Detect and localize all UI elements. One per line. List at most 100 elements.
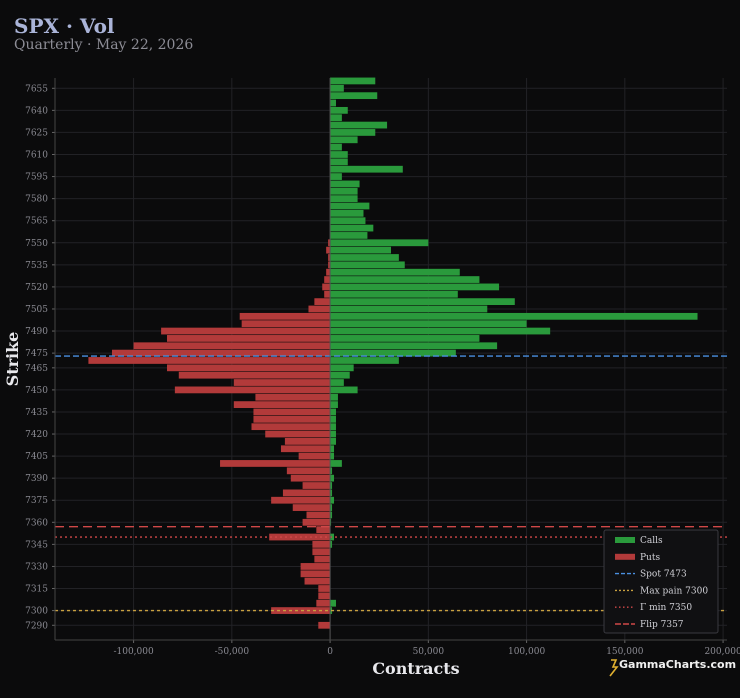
call-bar <box>330 239 429 247</box>
put-bar <box>322 283 331 291</box>
call-bar <box>330 283 500 291</box>
call-bar <box>330 327 551 335</box>
put-bar <box>314 555 331 563</box>
y-tick-label: 7595 <box>25 173 48 183</box>
call-bar <box>330 445 335 453</box>
call-bar <box>330 474 335 482</box>
call-bar <box>330 312 698 320</box>
brand-text: GammaCharts.com <box>619 658 736 671</box>
call-bar <box>330 261 405 269</box>
y-tick-label: 7420 <box>25 430 48 440</box>
call-bar <box>330 143 342 151</box>
y-tick-label: 7655 <box>25 84 48 94</box>
put-bar <box>271 496 331 504</box>
call-bar <box>330 335 480 342</box>
call-bar <box>330 430 336 438</box>
legend-label: Flip 7357 <box>640 620 684 630</box>
call-bar <box>330 357 399 364</box>
y-tick-label: 7300 <box>25 607 48 617</box>
y-tick-label: 7550 <box>25 239 48 249</box>
call-bar <box>330 540 333 548</box>
put-bar <box>298 452 331 460</box>
put-bar <box>328 261 331 269</box>
y-tick-label: 7625 <box>25 128 48 138</box>
x-tick-label: 50,000 <box>413 647 445 657</box>
put-bar <box>253 408 331 416</box>
put-bar <box>312 548 331 556</box>
call-bar <box>330 114 342 122</box>
call-bar <box>330 599 336 607</box>
call-bar <box>330 99 336 107</box>
y-axis-title: Strike <box>3 332 22 387</box>
put-bar <box>271 607 331 614</box>
brand-logo: GammaCharts.com <box>609 658 736 677</box>
call-bar <box>330 386 358 394</box>
put-bar <box>167 335 331 342</box>
put-bar <box>233 401 331 408</box>
put-bar <box>306 511 331 519</box>
call-bar <box>330 180 360 188</box>
x-tick-label: 0 <box>327 647 333 657</box>
call-bar <box>330 438 336 445</box>
put-bar <box>312 540 331 548</box>
x-tick-label: -100,000 <box>113 647 154 657</box>
call-bar <box>330 121 388 129</box>
y-tick-label: 7490 <box>25 327 48 337</box>
put-bar <box>318 621 331 629</box>
call-bar <box>330 173 342 180</box>
call-bar <box>330 533 335 541</box>
put-bar <box>251 423 331 431</box>
y-tick-label: 7535 <box>25 261 48 271</box>
call-bar <box>330 290 458 298</box>
call-bar <box>330 217 366 225</box>
call-bar <box>330 77 376 85</box>
call-bar <box>330 423 336 431</box>
y-tick-label: 7505 <box>25 305 48 315</box>
y-tick-label: 7390 <box>25 474 48 484</box>
y-tick-label: 7610 <box>25 151 48 161</box>
put-bar <box>316 599 331 607</box>
call-bar <box>330 482 333 489</box>
put-bar <box>239 312 331 320</box>
call-bar <box>330 209 364 217</box>
put-bar <box>302 518 331 526</box>
call-bar <box>330 504 333 511</box>
y-tick-label: 7475 <box>25 349 48 359</box>
legend-label: Calls <box>640 536 663 546</box>
y-tick-label: 7520 <box>25 283 48 293</box>
call-bar <box>330 187 358 195</box>
y-tick-label: 7435 <box>25 408 48 418</box>
legend-label: Spot 7473 <box>640 570 687 580</box>
chart-title: SPX · Vol <box>14 14 115 38</box>
call-bar <box>330 496 335 504</box>
call-bar <box>330 268 460 276</box>
x-tick-label: 150,000 <box>606 647 643 657</box>
y-tick-label: 7290 <box>25 621 48 631</box>
call-bar <box>330 349 456 357</box>
put-bar <box>178 371 331 379</box>
call-bar <box>330 92 378 100</box>
put-bar <box>328 254 331 261</box>
put-bar <box>284 438 331 445</box>
call-bar <box>330 305 488 313</box>
call-bar <box>330 136 358 144</box>
call-bar <box>330 511 333 519</box>
call-bar <box>330 393 338 401</box>
x-tick-label: -50,000 <box>215 647 250 657</box>
call-bar <box>330 195 358 203</box>
y-tick-label: 7465 <box>25 364 48 374</box>
put-bar <box>304 577 331 585</box>
call-bar <box>330 165 403 173</box>
put-bar <box>318 592 331 600</box>
put-bar <box>269 533 331 541</box>
y-tick-label: 7345 <box>25 540 48 550</box>
put-bar <box>282 489 331 497</box>
put-bar <box>286 467 331 475</box>
put-bar <box>316 526 331 534</box>
put-bar <box>318 585 331 592</box>
put-bar <box>167 364 331 372</box>
put-bar <box>290 474 331 482</box>
call-bar <box>330 342 498 350</box>
call-bar <box>330 371 350 379</box>
put-bar <box>300 570 331 578</box>
